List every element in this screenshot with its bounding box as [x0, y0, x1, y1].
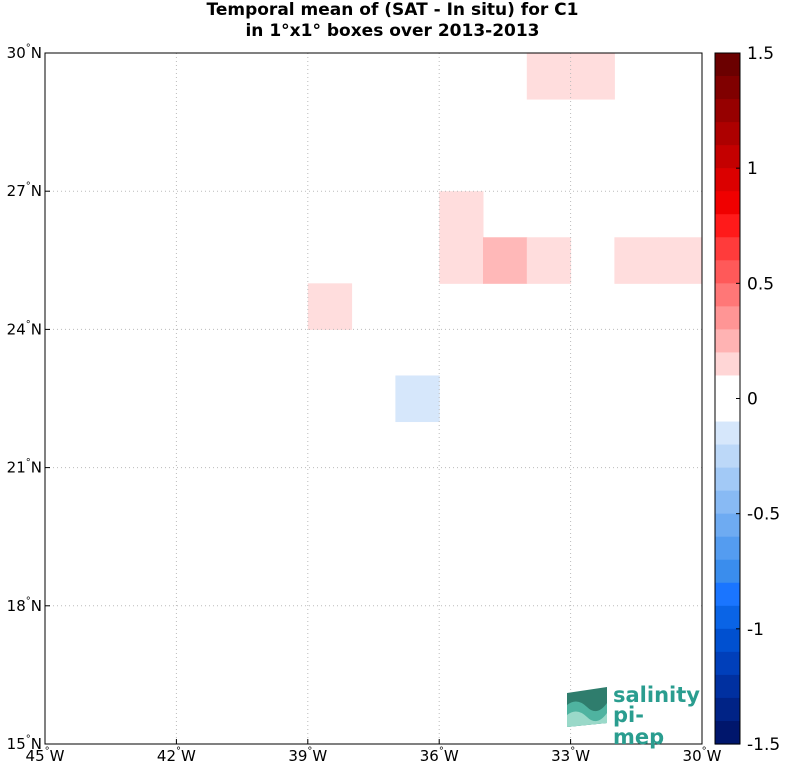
colorbar-segment: [715, 168, 740, 192]
colorbar-segment: [715, 237, 740, 261]
heatmap-cell: [395, 375, 440, 423]
gridlines: [45, 53, 702, 744]
chart-title-line1: Temporal mean of (SAT - In situ) for C1: [206, 0, 579, 20]
colorbar-segment: [715, 674, 740, 699]
colorbar-segment: [715, 76, 740, 100]
axis-ticks: 45°W 42°W 39°W 36°W 33°W 30°W 15°N 18°N 21°N 24°N…: [7, 43, 722, 763]
colorbar-segment: [715, 628, 740, 653]
salinity-pi-mep-logo: salinity pi-mep: [563, 683, 700, 748]
colorbar-segment: [715, 191, 740, 215]
colorbar-segment: [715, 99, 740, 123]
heatmap-cell: [483, 237, 528, 284]
colorbar-tick-label: 1: [747, 159, 758, 179]
y-tick-label: 21°N: [7, 458, 42, 477]
colorbar-tick-label: -1: [747, 620, 764, 640]
y-tick-label: 15°N: [7, 734, 42, 753]
colorbar-segment: [715, 375, 740, 400]
colorbar-segment: [715, 329, 740, 354]
colorbar-segment: [715, 122, 740, 146]
y-tick-label: 18°N: [7, 596, 42, 615]
colorbar-segment: [715, 605, 740, 630]
colorbar-segment: [715, 145, 740, 169]
y-tick-label: 30°N: [7, 43, 42, 62]
heatmap-cell: [526, 53, 572, 100]
heatmap-cell: [439, 191, 484, 238]
colorbar-segment: [715, 720, 740, 745]
y-tick-label: 24°N: [7, 319, 42, 338]
heatmap-cell: [439, 237, 484, 284]
colorbar-segment: [715, 260, 740, 284]
plot-frame: [44, 52, 703, 745]
colorbar-segment: [715, 651, 740, 676]
logo-text-salinity: salinity: [613, 683, 700, 707]
heatmap-cell: [658, 237, 703, 284]
colorbar-tick-label: -1.5: [747, 735, 780, 755]
colorbar: 1.5 1 0.5 0 -0.5 -1 -1.5: [714, 44, 780, 755]
heatmap-cell: [614, 237, 659, 284]
colorbar-segment: [715, 559, 740, 584]
colorbar-tick-label: -0.5: [747, 505, 780, 525]
heatmap-cell: [570, 53, 615, 100]
colorbar-segment: [715, 421, 740, 446]
colorbar-segment: [715, 53, 740, 77]
colorbar-segment: [715, 398, 740, 423]
colorbar-segment: [715, 697, 740, 722]
heatmap-cell: [307, 283, 353, 330]
waves-logo-icon: [567, 687, 607, 727]
heatmap-cells: [307, 53, 703, 423]
x-tick-label: 30°W: [683, 746, 722, 763]
chart-title-line2: in 1°x1° boxes over 2013-2013: [245, 21, 540, 41]
colorbar-segment: [715, 513, 740, 538]
x-tick-label: 45°W: [26, 746, 65, 763]
colorbar-segment: [715, 490, 740, 515]
x-tick-label: 33°W: [551, 746, 590, 763]
x-tick-label: 39°W: [288, 746, 327, 763]
colorbar-segment: [715, 536, 740, 561]
colorbar-segment: [715, 444, 740, 469]
x-tick-label: 36°W: [420, 746, 459, 763]
x-tick-label: 42°W: [157, 746, 196, 763]
heatmap-cell: [526, 237, 572, 284]
colorbar-segment: [715, 214, 740, 238]
colorbar-segment: [715, 283, 740, 307]
colorbar-tick-label: 0: [747, 390, 758, 410]
colorbar-segment: [715, 352, 740, 377]
logo-text-pimep: pi-mep: [613, 703, 665, 749]
colorbar-segment: [715, 306, 740, 330]
y-tick-label: 27°N: [7, 181, 42, 200]
colorbar-tick-label: 1.5: [747, 44, 774, 64]
colorbar-tick-label: 0.5: [747, 274, 774, 294]
colorbar-segment: [715, 467, 740, 492]
colorbar-segment: [715, 582, 740, 607]
